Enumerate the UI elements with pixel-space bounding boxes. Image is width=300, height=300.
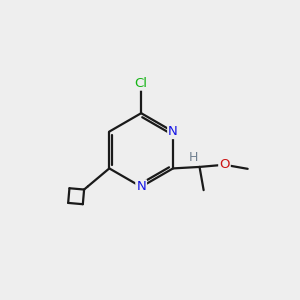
Text: O: O bbox=[219, 158, 230, 171]
Text: N: N bbox=[168, 125, 178, 138]
Text: N: N bbox=[136, 180, 146, 193]
Text: H: H bbox=[188, 151, 198, 164]
Text: Cl: Cl bbox=[135, 77, 148, 90]
